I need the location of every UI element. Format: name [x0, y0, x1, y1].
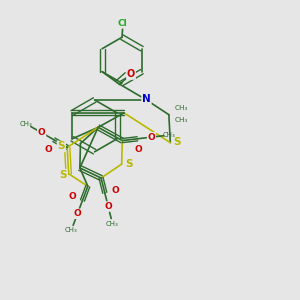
Text: O: O: [38, 128, 46, 137]
Text: N: N: [142, 94, 151, 104]
Text: O: O: [148, 133, 155, 142]
Text: O: O: [44, 145, 52, 154]
Text: O: O: [127, 69, 135, 79]
Text: CH₃: CH₃: [65, 227, 78, 233]
Text: CH₃: CH₃: [106, 221, 119, 227]
Text: S: S: [125, 159, 133, 169]
Text: CH₃: CH₃: [175, 117, 188, 123]
Text: CH₃: CH₃: [175, 105, 188, 111]
Text: CH₃: CH₃: [20, 121, 33, 127]
Text: O: O: [135, 146, 142, 154]
Text: O: O: [112, 186, 119, 195]
Text: O: O: [68, 192, 76, 201]
Text: S: S: [58, 142, 65, 152]
Text: CH₃: CH₃: [163, 132, 176, 138]
Text: Cl: Cl: [118, 19, 128, 28]
Text: O: O: [104, 202, 112, 211]
Text: S: S: [59, 170, 67, 180]
Text: O: O: [74, 209, 81, 218]
Text: S: S: [173, 137, 181, 147]
